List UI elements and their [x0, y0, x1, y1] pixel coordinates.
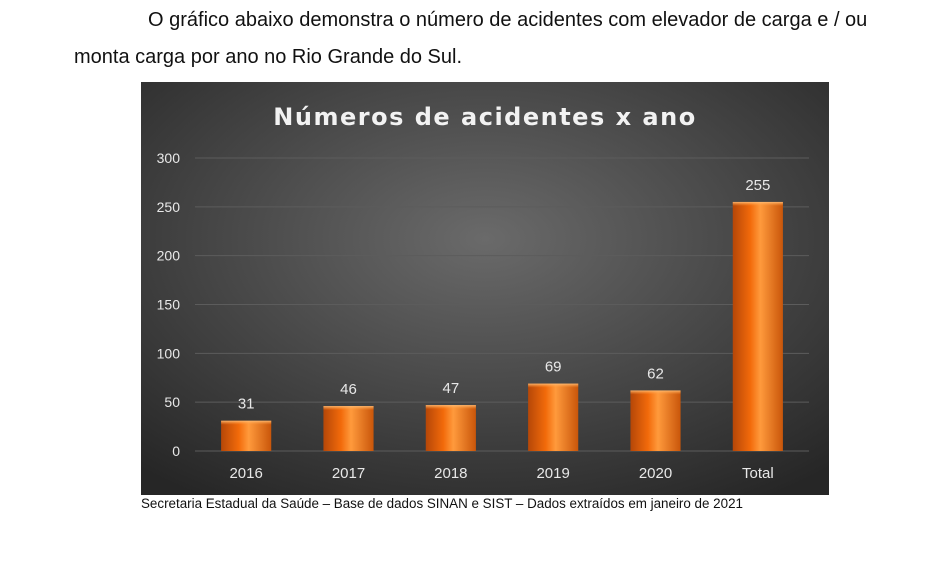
bar-highlight-Total	[732, 201, 783, 206]
data-label-2018: 47	[442, 380, 459, 397]
intro-paragraph: O gráfico abaixo demonstra o número de a…	[74, 9, 868, 68]
gridlines	[195, 157, 809, 452]
bars	[221, 201, 783, 451]
data-label-2020: 62	[647, 365, 664, 382]
x-tick-label-2018: 2018	[434, 465, 467, 482]
chart-title: Números de acidentes x ano	[273, 103, 696, 131]
chart-canvas: Números de acidentes x ano 0 50 100 150 200 2…	[141, 82, 829, 495]
x-tick-label-2017: 2017	[332, 465, 365, 482]
bar-2019	[528, 383, 579, 451]
bar-2018	[425, 405, 476, 451]
bar-highlight-2016	[221, 420, 272, 425]
bar-2017	[323, 406, 374, 451]
y-axis-ticks: 0 50 100 150 200 250 300	[157, 150, 181, 459]
x-tick-label-2020: 2020	[639, 465, 672, 482]
bar-highlight-2017	[323, 406, 374, 411]
bar-Total	[732, 201, 783, 451]
data-label-2019: 69	[545, 359, 562, 376]
bar-highlight-2019	[528, 383, 579, 388]
y-tick-label: 300	[157, 150, 181, 166]
y-tick-label: 200	[157, 248, 181, 264]
x-tick-label-Total: Total	[742, 465, 774, 482]
x-tick-label-2016: 2016	[229, 465, 262, 482]
bar-2020	[630, 390, 681, 451]
y-tick-label: 0	[172, 443, 180, 459]
bar-2016	[221, 420, 272, 451]
data-labels: 31 46 47 69 62 255	[238, 177, 771, 413]
data-label-2017: 46	[340, 381, 357, 398]
x-tick-label-2019: 2019	[536, 465, 569, 482]
y-tick-label: 50	[164, 394, 180, 410]
source-note: Secretaria Estadual da Saúde – Base de d…	[141, 496, 743, 511]
data-label-2016: 31	[238, 396, 255, 413]
y-tick-label: 250	[157, 199, 181, 215]
data-label-Total: 255	[745, 177, 770, 194]
y-tick-label: 150	[157, 297, 181, 313]
x-axis-ticks: 2016 2017 2018 2019 2020 Total	[229, 465, 773, 482]
y-tick-label: 100	[157, 345, 181, 361]
bar-chart: Números de acidentes x ano 0 50 100 150 200 2…	[141, 82, 829, 495]
bar-highlight-2018	[425, 405, 476, 410]
bar-highlight-2020	[630, 390, 681, 395]
